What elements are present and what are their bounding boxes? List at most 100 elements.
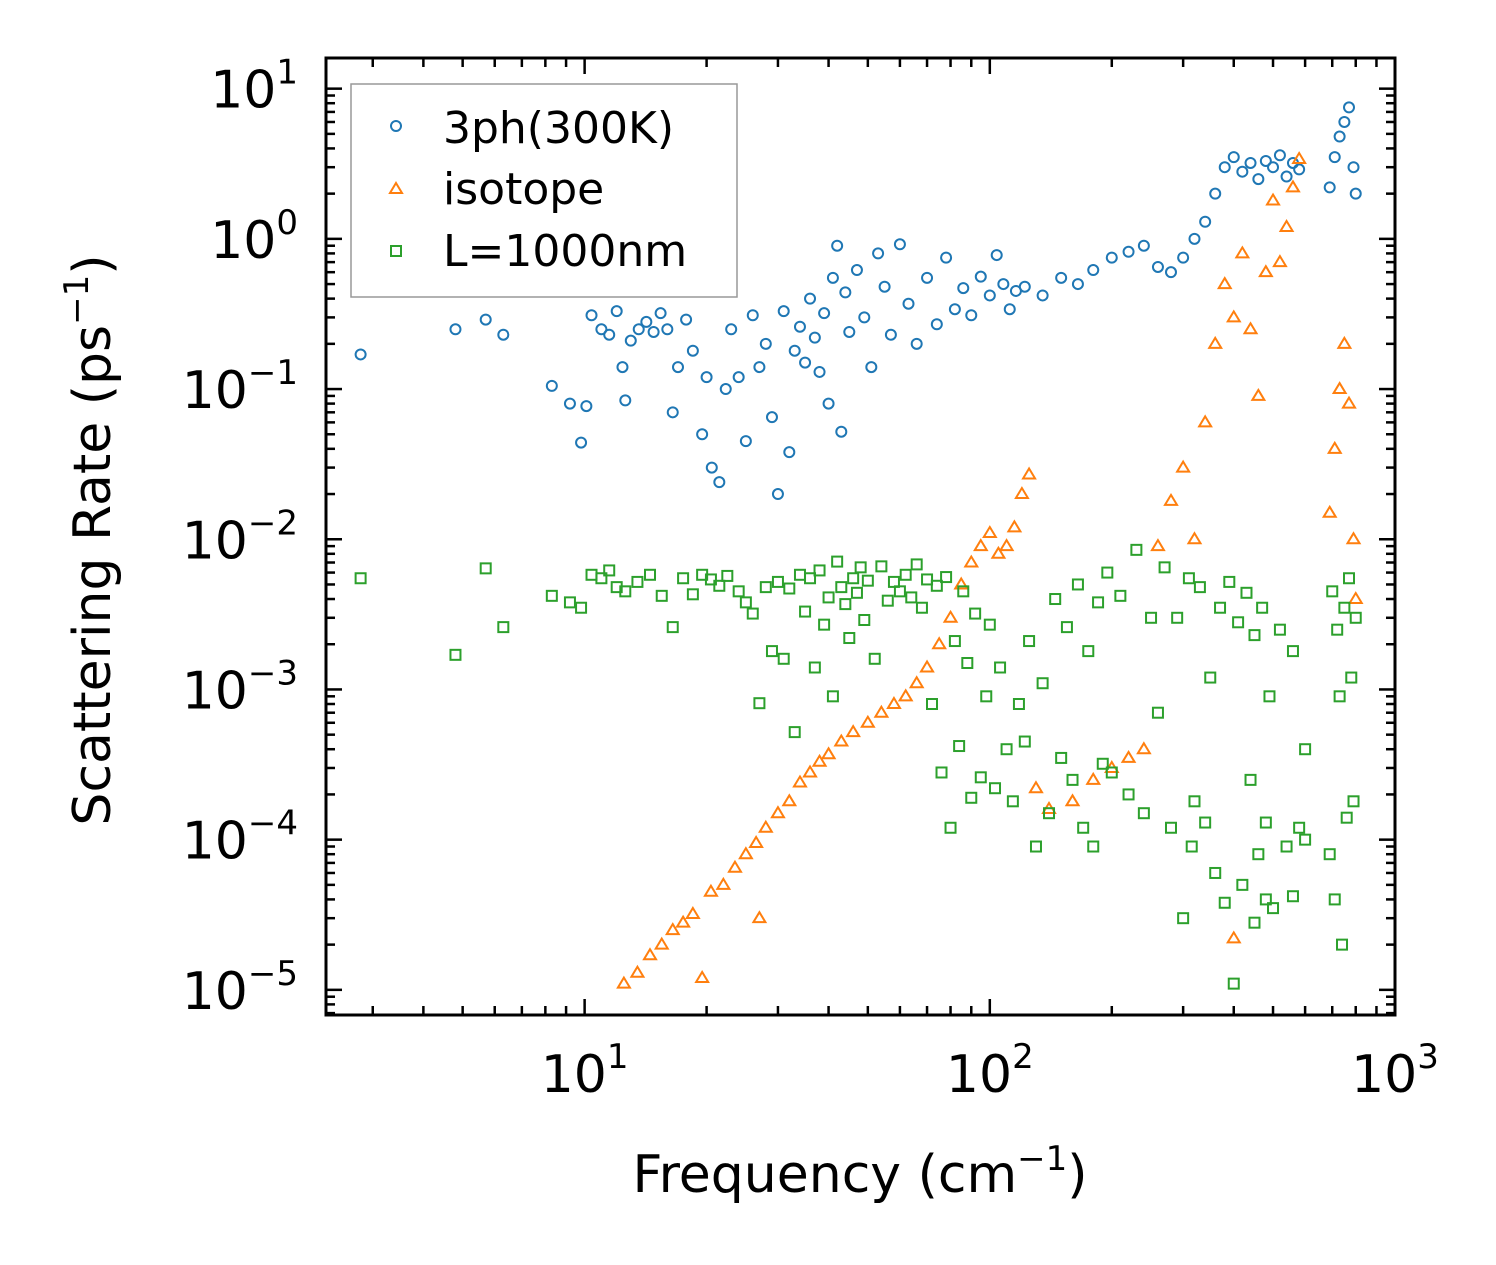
- data-point: [1321, 504, 1338, 518]
- data-point: [872, 247, 885, 260]
- data-point: [910, 337, 923, 350]
- data-point: [545, 379, 558, 392]
- data-point: [595, 323, 608, 336]
- data-point: [1293, 821, 1306, 834]
- data-point: [1209, 866, 1222, 879]
- data-point: [839, 598, 852, 611]
- data-point: [1336, 335, 1353, 349]
- data-point: [921, 271, 934, 284]
- data-point: [1267, 902, 1280, 915]
- data-point: [868, 652, 881, 665]
- data-point: [738, 846, 754, 860]
- data-point: [1343, 572, 1356, 585]
- data-point: [1105, 766, 1118, 779]
- data-point: [808, 331, 821, 344]
- data-point: [1209, 187, 1222, 200]
- data-point: [666, 621, 679, 634]
- data-point: [1331, 381, 1348, 395]
- data-point: [1299, 743, 1312, 756]
- data-point: [935, 766, 948, 779]
- data-point: [1023, 635, 1036, 648]
- legend-marker-isotope: [388, 181, 404, 194]
- data-point: [965, 309, 978, 322]
- data-point: [1259, 893, 1272, 906]
- data-point: [1199, 215, 1212, 228]
- data-point: [732, 585, 745, 598]
- data-point: [858, 613, 871, 626]
- data-point: [715, 876, 732, 890]
- data-point: [713, 579, 726, 592]
- data-point: [1267, 161, 1280, 174]
- data-point: [1323, 181, 1336, 194]
- data-point: [1186, 531, 1203, 545]
- y-tick-label: 100: [210, 203, 298, 271]
- data-point: [700, 371, 713, 384]
- data-point: [910, 558, 923, 571]
- data-point: [1120, 749, 1137, 763]
- data-point: [654, 307, 667, 320]
- data-point: [753, 361, 766, 374]
- data-point: [1347, 591, 1364, 605]
- data-point: [1003, 303, 1016, 316]
- data-point: [850, 264, 863, 277]
- data-point: [703, 883, 719, 897]
- data-point: [926, 698, 939, 711]
- data-point: [1244, 156, 1257, 169]
- data-point: [942, 609, 959, 623]
- data-point: [616, 361, 629, 374]
- data-point: [1175, 459, 1191, 473]
- data-point: [957, 282, 970, 295]
- data-point: [953, 576, 969, 590]
- data-point: [811, 753, 828, 767]
- legend-frame: [350, 83, 738, 298]
- data-point: [1182, 572, 1195, 585]
- data-point: [644, 568, 657, 581]
- data-point: [575, 601, 588, 614]
- data-point: [1345, 531, 1362, 545]
- data-point: [804, 572, 817, 585]
- data-point: [1349, 187, 1362, 200]
- data-point: [1280, 170, 1293, 183]
- data-point: [354, 572, 367, 585]
- data-point: [765, 411, 778, 424]
- data-point: [759, 581, 772, 594]
- data-point: [919, 659, 935, 673]
- data-point: [915, 601, 928, 614]
- data-point: [1333, 690, 1346, 703]
- data-point: [893, 238, 906, 251]
- data-point: [1096, 757, 1109, 770]
- data-point: [675, 914, 691, 928]
- data-point: [1197, 414, 1213, 428]
- data-point: [1223, 575, 1236, 588]
- data-point: [835, 425, 848, 438]
- data-point: [580, 400, 593, 413]
- data-point: [1122, 788, 1135, 801]
- data-point: [595, 572, 608, 585]
- data-point: [1248, 916, 1261, 929]
- data-point: [1236, 165, 1249, 178]
- data-point: [1345, 671, 1358, 684]
- series-0: [354, 101, 1362, 501]
- y-tick-label: 10−1: [182, 353, 298, 421]
- data-point: [1236, 878, 1249, 891]
- data-point: [1293, 163, 1306, 176]
- data-point: [1193, 581, 1206, 594]
- data-point: [1218, 896, 1231, 909]
- data-point: [1340, 811, 1353, 824]
- data-point: [1064, 793, 1081, 807]
- data-point: [575, 436, 588, 449]
- data-point: [1055, 271, 1068, 284]
- data-point: [1214, 601, 1227, 614]
- data-point: [631, 575, 644, 588]
- data-point: [771, 575, 784, 588]
- data-point: [1188, 232, 1201, 245]
- data-point: [1227, 977, 1240, 990]
- data-point: [479, 313, 492, 326]
- y-tick-label: 10−3: [182, 653, 298, 721]
- data-point: [1188, 795, 1201, 808]
- data-point: [1060, 621, 1073, 634]
- data-point: [783, 446, 796, 459]
- data-point: [897, 688, 914, 702]
- data-point: [653, 936, 670, 950]
- data-point: [1265, 192, 1281, 206]
